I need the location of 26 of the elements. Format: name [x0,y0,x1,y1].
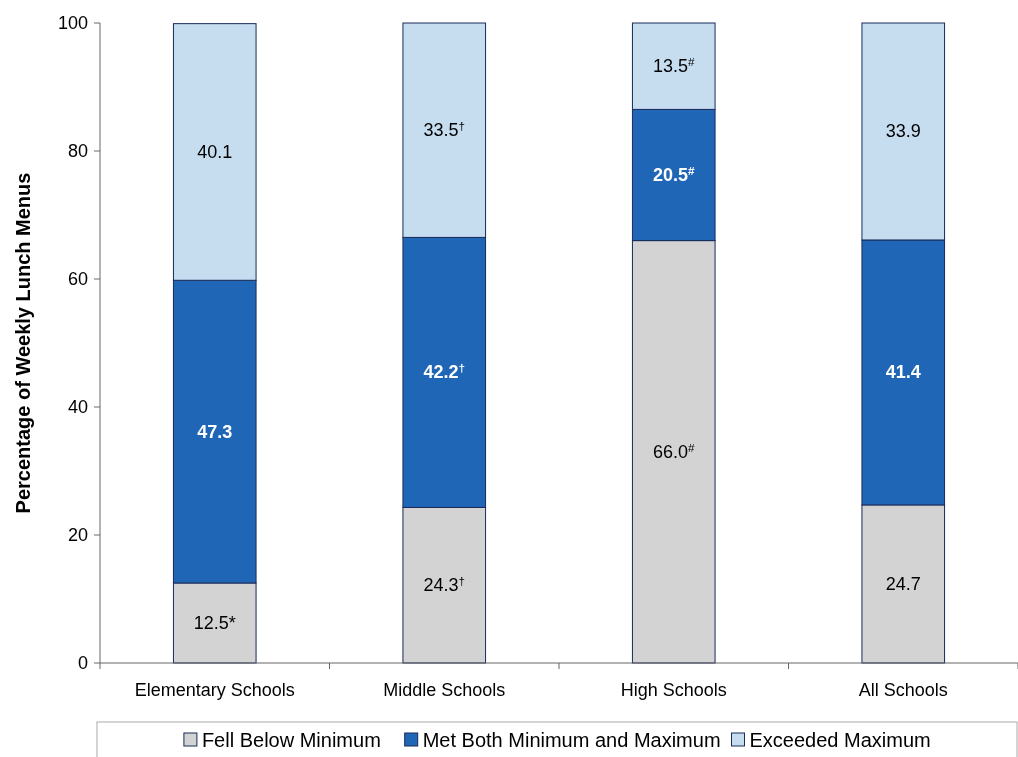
data-label: 42.2$^{†}$ [423,360,466,383]
y-tick-label: 0 [77,653,88,673]
data-label: 66.0$^{#}$ [652,440,696,462]
data-label: 40.1 [197,141,233,162]
data-label: 33.9 [885,121,921,142]
y-tick-label: 60 [67,269,88,289]
x-tick-label: All Schools [858,680,948,700]
data-label: 47.3 [197,421,233,442]
legend-label: Met Both Minimum and Maximum [422,729,721,751]
y-tick-label: 40 [67,397,88,417]
legend-label: Exceeded Maximum [749,729,931,751]
y-tick-label: 80 [67,141,88,161]
x-tick-label: High Schools [620,680,727,700]
data-label: 13.5$^{#}$ [652,54,696,77]
x-tick-label: Middle Schools [383,680,506,700]
y-tick-label: 20 [67,525,88,545]
data-label: 33.5$^{†}$ [423,118,466,141]
data-label: 12.5* [193,613,236,633]
data-label: 20.5$^{#}$ [652,163,696,185]
y-axis-title: Percentage of Weekly Lunch Menus [12,172,34,514]
data-label: 24.7 [885,573,921,594]
x-tick-label: Elementary Schools [134,680,295,700]
data-label: 24.3$^{†}$ [423,573,466,596]
y-tick-label: 100 [57,13,88,33]
data-label: 41.4 [885,362,921,383]
legend-label: Fell Below Minimum [201,729,381,751]
